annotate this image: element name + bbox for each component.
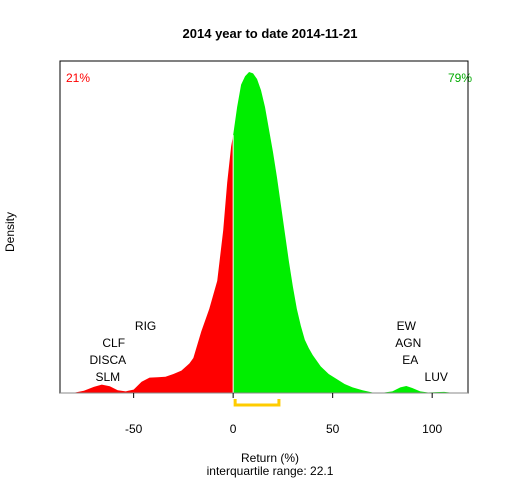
chart-title: 2014 year to date 2014-11-21 [183,26,358,41]
density-area [63,72,463,393]
positive-density-area [233,72,463,393]
annotation-ew: EW [397,319,417,333]
ticker-annotations: SLM DISCA CLF RIG LUV EA AGN EW [89,319,447,384]
annotation-ea: EA [402,353,418,367]
negative-density-area [63,135,234,393]
x-axis-label: Return (%) [241,451,299,465]
annotation-luv: LUV [425,370,448,384]
x-tick-label: 100 [422,422,442,436]
annotation-agn: AGN [395,336,421,350]
x-axis-sublabel: interquartile range: 22.1 [207,464,334,478]
x-tick-label: -50 [125,422,143,436]
pct-positive-label: 79% [448,71,472,85]
pct-negative-label: 21% [66,71,90,85]
y-axis-label: Density [3,212,17,252]
iqr-bracket [233,399,281,407]
annotation-rig: RIG [135,319,156,333]
annotation-slm: SLM [95,370,120,384]
annotation-clf: CLF [102,336,125,350]
x-axis: -50 0 50 100 [125,393,443,436]
x-tick-label: 0 [230,422,237,436]
annotation-disca: DISCA [89,353,126,367]
x-tick-label: 50 [326,422,340,436]
